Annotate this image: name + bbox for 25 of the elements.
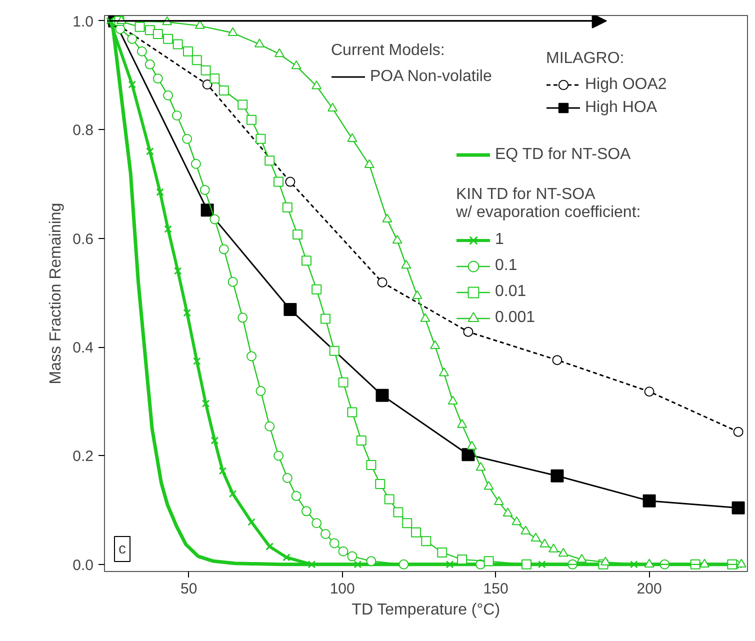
legend-label: 0.001 [495, 308, 536, 328]
legend-label: 0.1 [495, 256, 518, 276]
x-tick-label: 200 [636, 580, 662, 598]
y-tick-label: 0.0 [72, 556, 94, 574]
y-tick-label: 0.2 [72, 448, 94, 466]
legend-label: High OOA2 [585, 74, 667, 94]
annotation: w/ evaporation coefficient: [456, 204, 641, 221]
annotation: c [118, 540, 126, 558]
legend-label: 0.01 [495, 282, 526, 302]
legend-label: POA Non-volatile [370, 66, 492, 86]
x-tick-label: 100 [330, 580, 355, 598]
y-tick-label: 0.8 [72, 122, 94, 140]
annotation: MILAGRO: [546, 50, 626, 68]
annotation: Current Models: [331, 42, 446, 60]
x-axis-title: TD Temperature (°C) [352, 602, 500, 618]
y-axis-title: Mass Fraction Remaining [48, 202, 65, 384]
y-tick-label: 1.0 [72, 13, 94, 30]
legend-label: EQ TD for NT-SOA [495, 144, 631, 164]
legend-label: High HOA [585, 98, 658, 118]
y-tick-label: 0.4 [72, 340, 94, 357]
x-tick-label: 50 [180, 580, 198, 598]
y-tick-label: 0.6 [72, 230, 94, 248]
annotation: KIN TD for NT-SOA [456, 186, 596, 203]
legend-label: 1 [495, 230, 505, 250]
x-tick-label: 150 [483, 580, 508, 598]
